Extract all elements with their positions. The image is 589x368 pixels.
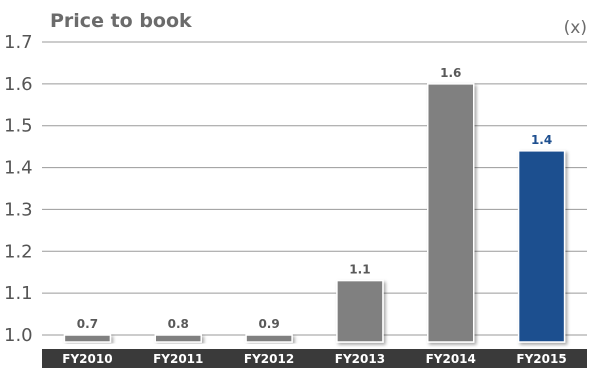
x-tick-label: FY2015: [516, 352, 566, 366]
bar-fy2012: [245, 334, 293, 343]
x-tick-label: FY2011: [153, 352, 203, 366]
x-tick-label: FY2010: [62, 352, 112, 366]
data-label: 1.1: [349, 263, 370, 277]
data-label: 0.8: [168, 317, 189, 331]
x-axis-band: [42, 349, 587, 368]
bar-fy2013: [336, 279, 384, 343]
x-tick-label: FY2014: [426, 352, 476, 366]
bars: 0.7 0.8 0.9 1.1 1.6 1.4: [63, 66, 566, 343]
unit-label: (x): [564, 18, 587, 38]
y-tick-label: 1.7: [4, 32, 33, 53]
chart-title: Price to book: [50, 10, 192, 32]
x-tick-label: FY2013: [335, 352, 385, 366]
data-label: 0.7: [77, 317, 98, 331]
data-label: 1.4: [531, 133, 552, 147]
y-tick-label: 1.1: [4, 283, 33, 304]
y-tick-label: 1.2: [4, 241, 33, 262]
y-axis: 1.7 1.6 1.5 1.4 1.3 1.2 1.1 1.0: [4, 32, 33, 346]
y-tick-label: 1.6: [4, 74, 33, 95]
data-label: 0.9: [258, 317, 279, 331]
y-tick-label: 1.5: [4, 116, 33, 137]
y-tick-label: 1.3: [4, 199, 33, 220]
bar-fy2015: [517, 150, 566, 343]
y-tick-label: 1.0: [4, 325, 33, 346]
gridlines: [42, 41, 587, 336]
bar-fy2014: [427, 83, 475, 343]
x-axis: FY2010 FY2011 FY2012 FY2013 FY2014 FY2015: [62, 352, 566, 366]
bar-fy2011: [154, 334, 202, 343]
x-tick-label: FY2012: [244, 352, 294, 366]
data-label: 1.6: [440, 66, 461, 80]
bar-fy2010: [63, 334, 112, 343]
y-tick-label: 1.4: [4, 158, 33, 179]
